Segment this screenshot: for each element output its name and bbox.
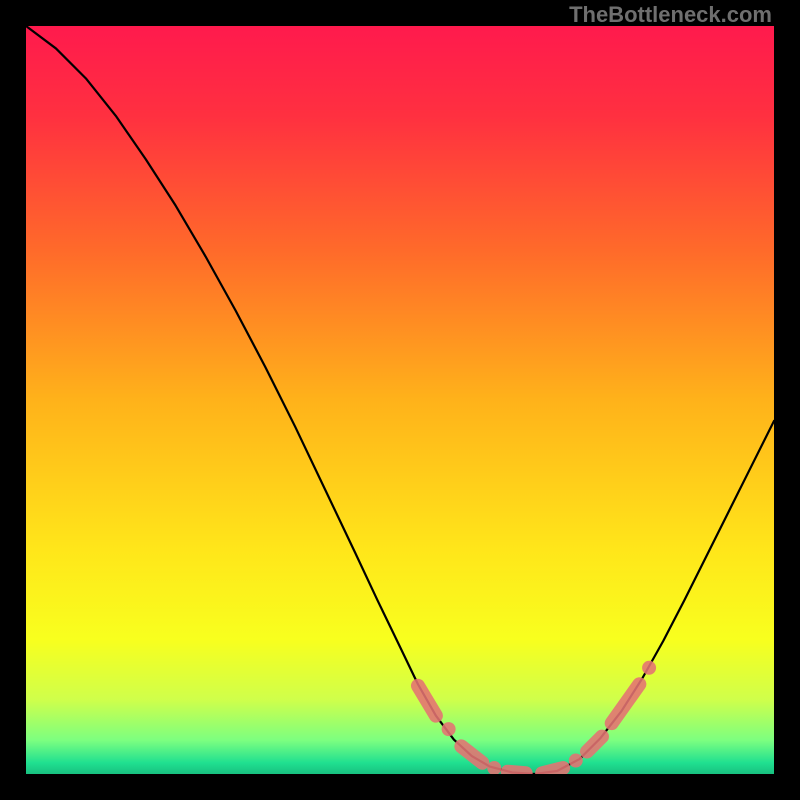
watermark-text: TheBottleneck.com [569,2,772,28]
curve-chart [26,26,774,774]
marker-dot [569,754,583,768]
marker-pill [508,772,526,773]
marker-dot [442,722,456,736]
marker-dot [642,661,656,675]
gradient-background [26,26,774,774]
plot-area [26,26,774,774]
chart-frame: TheBottleneck.com [0,0,800,800]
marker-pill [542,768,563,773]
